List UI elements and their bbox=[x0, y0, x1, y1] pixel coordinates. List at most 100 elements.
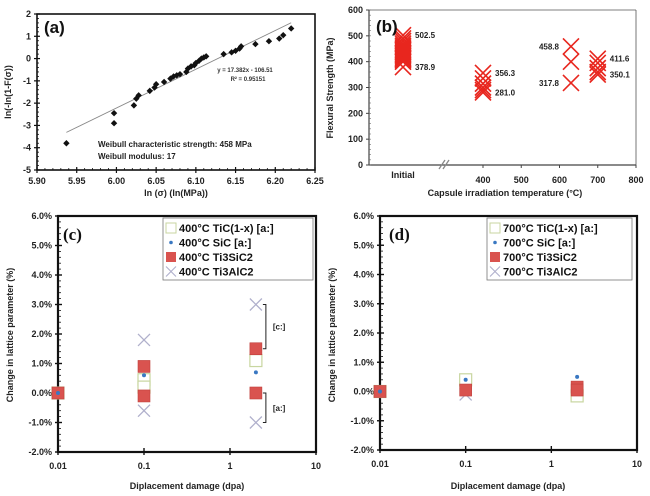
data-point bbox=[394, 58, 412, 76]
data-point bbox=[56, 391, 60, 395]
x-tick-label: 6.00 bbox=[108, 176, 126, 186]
y-tick-label: -2.0% bbox=[28, 447, 52, 457]
data-point bbox=[160, 78, 168, 86]
legend-marker-dot bbox=[169, 240, 173, 245]
panel-d-data-points bbox=[373, 373, 584, 403]
panel-a-data-points bbox=[63, 25, 295, 147]
legend-marker-dot bbox=[493, 240, 497, 245]
y-tick-label: 2.0% bbox=[31, 329, 52, 339]
data-point bbox=[562, 53, 580, 71]
data-point bbox=[276, 35, 283, 42]
x-tick-label: 0.01 bbox=[49, 461, 67, 471]
panel-c-legend: 400°C TiC(1-x) [a:] 400°C SiC [a:] 400°C T… bbox=[162, 217, 314, 281]
y-tick-label: 5.0% bbox=[353, 240, 374, 250]
x-tick-label: 5.95 bbox=[68, 176, 86, 186]
panel-c-x-axis-label: Diplacement damage (dpa) bbox=[130, 481, 245, 491]
data-label-min: 281.0 bbox=[495, 88, 516, 97]
y-tick-label: 2 bbox=[26, 9, 31, 19]
y-tick-label: 400 bbox=[348, 57, 363, 67]
data-point bbox=[589, 65, 607, 84]
y-tick-label: 100 bbox=[348, 134, 363, 144]
bracket-line bbox=[262, 392, 267, 423]
y-tick-label: -1 bbox=[23, 76, 31, 86]
panel-d-y-axis-label: Change in lattice parameter (%) bbox=[327, 268, 337, 403]
data-label-max: 411.6 bbox=[610, 55, 630, 64]
data-label-max: 502.5 bbox=[415, 31, 436, 40]
panel-b-label: (b) bbox=[376, 17, 398, 36]
data-point bbox=[249, 353, 263, 368]
y-tick-label: -2.0% bbox=[350, 445, 374, 455]
panel-a-weibull-plot: 2 1 0 -1 -2 -3 -4 -55.90 5.95 6.00 6.05 6.10 6.15 6.2… bbox=[3, 9, 324, 198]
data-point bbox=[198, 55, 205, 62]
data-point bbox=[474, 81, 492, 99]
panel-a-trendline bbox=[66, 22, 292, 133]
y-tick-label: 6.0% bbox=[353, 211, 374, 221]
x-tick-label: 500 bbox=[514, 175, 529, 185]
legend-marker-x bbox=[489, 266, 501, 277]
trendline bbox=[66, 22, 292, 133]
axis-break-icon bbox=[438, 159, 450, 170]
data-point bbox=[146, 87, 153, 95]
y-tick-label: 1.0% bbox=[31, 359, 52, 369]
x-tick-label: 400 bbox=[475, 175, 490, 185]
panel-d-label: (d) bbox=[389, 225, 410, 244]
panel-c-data-points bbox=[51, 298, 263, 429]
legend-label: 700°C TiC(1-x) [a:] bbox=[503, 223, 598, 235]
y-tick-label: 0.0% bbox=[353, 387, 374, 397]
legend-marker-filled-square bbox=[166, 252, 176, 262]
panel-a-label: (a) bbox=[44, 18, 65, 37]
data-label-max: 458.8 bbox=[539, 42, 560, 51]
data-point bbox=[463, 377, 468, 382]
data-point bbox=[589, 50, 607, 68]
y-tick-label: 0 bbox=[358, 160, 363, 170]
data-point bbox=[394, 46, 412, 64]
data-point bbox=[265, 37, 273, 45]
legend-item: 400°C SiC [a:] bbox=[169, 238, 252, 250]
data-point bbox=[570, 383, 584, 397]
legend-label: 400°C SiC [a:] bbox=[179, 238, 252, 250]
x-tick-label: 6.05 bbox=[147, 176, 165, 186]
x-tick-label: Initial bbox=[391, 170, 415, 180]
data-point bbox=[110, 109, 118, 117]
y-tick-label: -5 bbox=[23, 165, 31, 175]
x-tick-label: 0.01 bbox=[371, 459, 389, 469]
legend-item: 700°C Ti3SiC2 bbox=[490, 252, 577, 264]
data-point bbox=[142, 373, 146, 378]
legend-marker-filled-square bbox=[490, 252, 500, 262]
panel-d-axis-ticks: 6.0% 5.0% 4.0% 3.0% 2.0% 1.0% 0.0% -1.0% -2.0% 0.… bbox=[350, 211, 642, 469]
legend-item: 700°C Ti3AlC2 bbox=[489, 266, 578, 279]
y-tick-label: 0.0% bbox=[31, 388, 52, 398]
panel-c-brackets: [c:] [a:] bbox=[262, 304, 286, 423]
panel-b-flexural-strength-plot: 600 500 400 300 200 100 0 Initial 400 500 600 700 80… bbox=[325, 5, 644, 198]
panel-d-x-axis-label: Diplacement damage (dpa) bbox=[451, 481, 566, 491]
x-tick-label: 6.15 bbox=[227, 176, 245, 186]
data-point bbox=[183, 68, 190, 76]
y-tick-label: -2 bbox=[23, 98, 31, 108]
legend-item: 700°C SiC [a:] bbox=[493, 238, 576, 250]
data-point bbox=[63, 140, 70, 147]
y-tick-label: 3.0% bbox=[353, 299, 374, 309]
data-point bbox=[192, 59, 200, 67]
data-point bbox=[394, 49, 412, 67]
y-tick-label: 6.0% bbox=[31, 211, 52, 221]
panel-a-r-squared: R² = 0.95151 bbox=[231, 76, 267, 83]
data-point bbox=[474, 78, 492, 97]
panel-a-annotation-strength: Weibull characteristic strength: 458 MPa bbox=[98, 140, 252, 149]
y-tick-label: 500 bbox=[348, 31, 363, 41]
data-point bbox=[237, 43, 245, 50]
data-point bbox=[575, 374, 580, 379]
y-tick-label: -1.0% bbox=[28, 418, 52, 428]
y-tick-label: -3 bbox=[23, 120, 31, 130]
legend-item: 400°C TiC(1-x) [a:] bbox=[165, 222, 274, 235]
x-tick-label: 700 bbox=[590, 175, 605, 185]
legend-label: 400°C Ti3SiC2 bbox=[179, 252, 253, 264]
y-tick-label: 2.0% bbox=[353, 328, 374, 338]
x-tick-label: 0.1 bbox=[138, 461, 151, 471]
x-tick-label: 6.20 bbox=[267, 176, 285, 186]
data-point bbox=[167, 75, 174, 82]
data-point bbox=[562, 74, 580, 92]
panel-c-axis-ticks: 6.0% 5.0% 4.0% 3.0% 2.0% 1.0% 0.0% -1.0% -2.0% 0.… bbox=[28, 211, 321, 471]
panel-b-data-points bbox=[394, 26, 607, 101]
panel-a-x-axis-label: ln (σ) (ln(MPa)) bbox=[144, 188, 208, 198]
data-point bbox=[137, 333, 151, 347]
